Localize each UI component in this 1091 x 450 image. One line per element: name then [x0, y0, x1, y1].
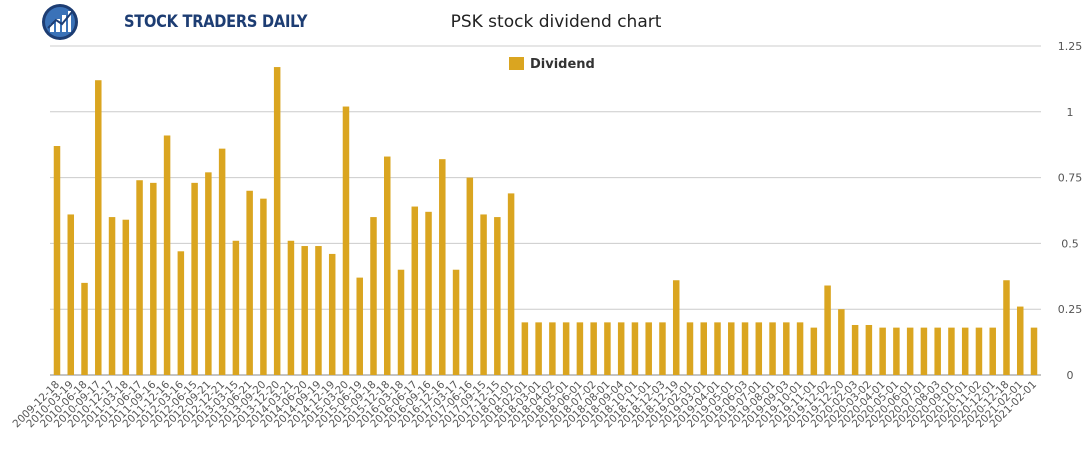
bar[interactable]	[95, 80, 102, 375]
bar[interactable]	[1003, 280, 1010, 375]
bar[interactable]	[645, 322, 652, 375]
y-tick-label: 1	[1067, 106, 1074, 119]
bar[interactable]	[466, 177, 474, 375]
bar[interactable]	[494, 217, 501, 375]
bar[interactable]	[301, 246, 308, 375]
bar[interactable]	[328, 253, 336, 375]
bar[interactable]	[879, 327, 886, 375]
bar[interactable]	[741, 322, 749, 375]
bar[interactable]	[452, 269, 460, 375]
legend[interactable]: Dividend	[509, 57, 595, 72]
bar[interactable]	[260, 198, 267, 375]
bar[interactable]	[411, 206, 419, 375]
bar[interactable]	[562, 322, 570, 375]
bar[interactable]	[81, 282, 88, 375]
bar[interactable]	[218, 148, 226, 375]
bar[interactable]	[796, 322, 804, 375]
bar[interactable]	[150, 182, 157, 375]
bar[interactable]	[122, 219, 130, 375]
bar[interactable]	[590, 322, 597, 375]
bar[interactable]	[356, 277, 363, 375]
bar-chart-globe-icon	[42, 4, 78, 40]
bars	[53, 67, 1038, 375]
legend-swatch	[509, 57, 524, 70]
y-tick-label: 0.75	[1058, 172, 1083, 185]
bar[interactable]	[631, 322, 639, 375]
bar[interactable]	[521, 322, 529, 375]
bar[interactable]	[714, 322, 721, 375]
bar[interactable]	[535, 322, 542, 375]
bar[interactable]	[686, 322, 694, 375]
bar[interactable]	[906, 327, 914, 375]
bar[interactable]	[480, 214, 487, 375]
bar[interactable]	[755, 322, 763, 375]
bar[interactable]	[865, 324, 873, 375]
bar[interactable]	[67, 214, 75, 375]
bar[interactable]	[961, 327, 969, 375]
bar[interactable]	[342, 106, 350, 375]
y-tick-label: 0.25	[1058, 303, 1083, 316]
bar[interactable]	[549, 322, 556, 375]
bar[interactable]	[783, 322, 790, 375]
y-axis-ticks: 0 0.25 0.5 0.75 1 1.25	[1058, 40, 1083, 382]
bar[interactable]	[397, 269, 405, 375]
bar[interactable]	[617, 322, 625, 375]
bar[interactable]	[246, 190, 253, 375]
bar[interactable]	[838, 309, 845, 375]
bar[interactable]	[384, 156, 391, 375]
bar[interactable]	[205, 172, 212, 375]
bar[interactable]	[191, 182, 198, 375]
bar[interactable]	[659, 322, 666, 375]
legend-label-dividend: Dividend	[530, 57, 595, 72]
bar[interactable]	[273, 67, 281, 375]
x-axis-ticks: 2009-12-182010-03-192010-06-182010-09-17…	[10, 378, 1039, 430]
bar[interactable]	[370, 217, 377, 375]
bar[interactable]	[989, 327, 996, 375]
bar[interactable]	[672, 280, 680, 375]
bar[interactable]	[232, 240, 240, 375]
bar[interactable]	[53, 146, 61, 375]
bar[interactable]	[769, 322, 776, 375]
bar[interactable]	[920, 327, 928, 375]
bar[interactable]	[163, 135, 171, 375]
bar[interactable]	[975, 327, 983, 375]
bar[interactable]	[934, 327, 941, 375]
bar[interactable]	[136, 180, 143, 375]
bar[interactable]	[948, 327, 955, 375]
chart-title: PSK stock dividend chart	[450, 12, 662, 32]
bar[interactable]	[287, 240, 295, 375]
bar[interactable]	[700, 322, 707, 375]
bar[interactable]	[1016, 306, 1024, 375]
bar[interactable]	[425, 211, 432, 375]
bar[interactable]	[108, 217, 116, 375]
bar[interactable]	[810, 327, 818, 375]
bar[interactable]	[893, 327, 900, 375]
y-tick-label: 0	[1067, 369, 1074, 382]
bar[interactable]	[177, 251, 185, 375]
bar[interactable]	[604, 322, 611, 375]
bar[interactable]	[507, 193, 515, 375]
brand-logo[interactable]: STOCK TRADERS DAILY	[40, 2, 308, 40]
bar[interactable]	[851, 324, 859, 375]
bar[interactable]	[315, 246, 322, 375]
bar[interactable]	[1030, 327, 1038, 375]
bar[interactable]	[439, 159, 446, 375]
y-tick-label: 1.25	[1058, 40, 1083, 53]
y-tick-label: 0.5	[1061, 237, 1079, 250]
brand-name: STOCK TRADERS DAILY	[124, 12, 308, 32]
bar[interactable]	[728, 322, 735, 375]
bar[interactable]	[824, 285, 831, 375]
bar[interactable]	[576, 322, 584, 375]
grid-lines	[50, 45, 1041, 376]
